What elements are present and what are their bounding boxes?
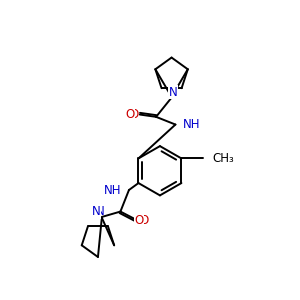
Text: N: N [96, 205, 105, 218]
Text: NH: NH [183, 118, 201, 131]
Text: CH₃: CH₃ [212, 152, 234, 165]
Text: N: N [169, 86, 178, 99]
Text: NH: NH [104, 184, 121, 196]
Text: O: O [125, 108, 134, 121]
Text: CH₃: CH₃ [212, 152, 234, 165]
Text: N: N [92, 205, 100, 218]
Text: O: O [139, 214, 148, 227]
Text: NH: NH [104, 184, 121, 196]
Text: NH: NH [183, 118, 201, 131]
Text: O: O [134, 214, 144, 227]
Text: N: N [169, 86, 178, 99]
Text: O: O [130, 108, 139, 121]
